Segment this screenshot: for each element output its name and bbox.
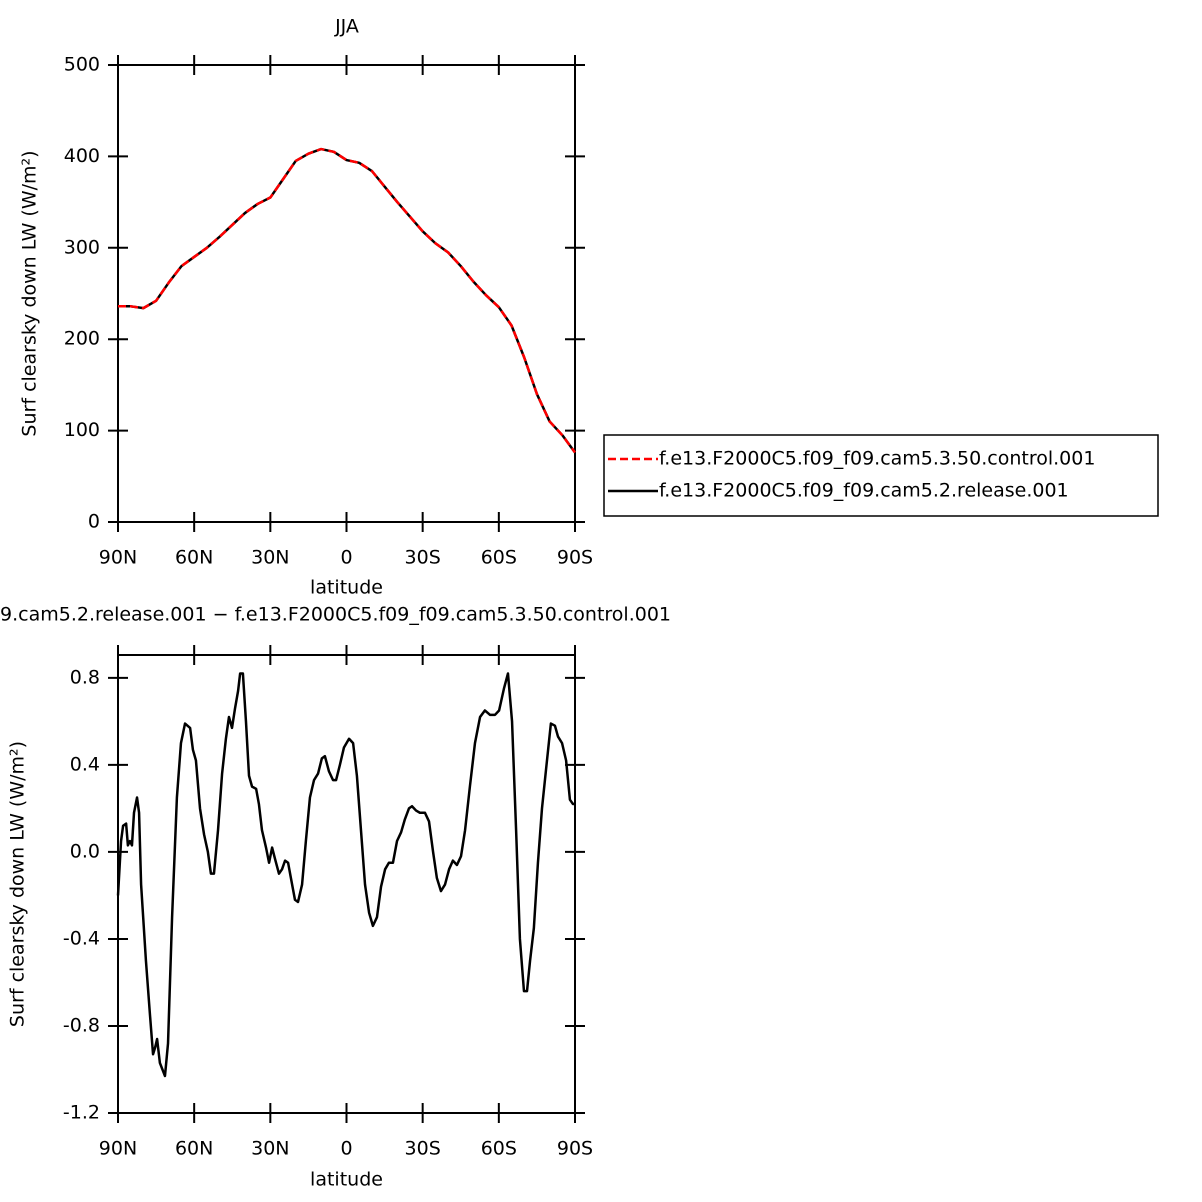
- x-tick-label: 60N: [175, 1138, 213, 1160]
- y-tick-label: 200: [64, 328, 100, 350]
- y-tick-label: 0.0: [70, 840, 100, 862]
- legend-box: [603, 434, 1159, 517]
- chart-title: JJA: [334, 16, 359, 38]
- y-tick-label: 300: [64, 236, 100, 258]
- y-axis-label: Surf clearsky down LW (W/m²): [7, 741, 29, 1027]
- x-tick-label: 30S: [405, 547, 441, 569]
- y-tick-label: 0.4: [70, 753, 100, 775]
- x-tick-label: 0: [340, 547, 352, 569]
- x-tick-label: 60N: [175, 547, 213, 569]
- y-tick-label: -0.4: [63, 927, 100, 949]
- x-axis-label: latitude: [310, 577, 383, 599]
- y-tick-label: 0: [88, 511, 100, 533]
- legend-label: f.e13.F2000C5.f09_f09.cam5.2.release.001: [659, 480, 1069, 502]
- x-tick-label: 90S: [557, 1138, 593, 1160]
- x-tick-label: 60S: [481, 547, 517, 569]
- x-tick-label: 30N: [251, 1138, 289, 1160]
- plot-frame: [117, 64, 576, 523]
- data-line: [118, 147, 577, 454]
- y-tick-label: -1.2: [63, 1102, 100, 1124]
- x-tick-label: 0: [340, 1138, 352, 1160]
- x-tick-label: 30S: [405, 1138, 441, 1160]
- x-tick-label: 90N: [99, 1138, 137, 1160]
- x-tick-label: 30N: [251, 547, 289, 569]
- chart-title: 9.cam5.2.release.001 − f.e13.F2000C5.f09…: [0, 604, 671, 626]
- x-tick-label: 90S: [557, 547, 593, 569]
- y-tick-label: -0.8: [63, 1014, 100, 1036]
- y-tick-label: 0.8: [70, 666, 100, 688]
- data-line: [118, 147, 577, 454]
- x-tick-label: 60S: [481, 1138, 517, 1160]
- x-tick-label: 90N: [99, 547, 137, 569]
- y-tick-label: 400: [64, 145, 100, 167]
- y-tick-label: 500: [64, 54, 100, 76]
- legend-label: f.e13.F2000C5.f09_f09.cam5.3.50.control.…: [659, 448, 1095, 470]
- y-tick-label: 100: [64, 419, 100, 441]
- x-axis-label: latitude: [310, 1169, 383, 1191]
- y-axis-label: Surf clearsky down LW (W/m²): [19, 150, 41, 436]
- data-line: [116, 672, 575, 1078]
